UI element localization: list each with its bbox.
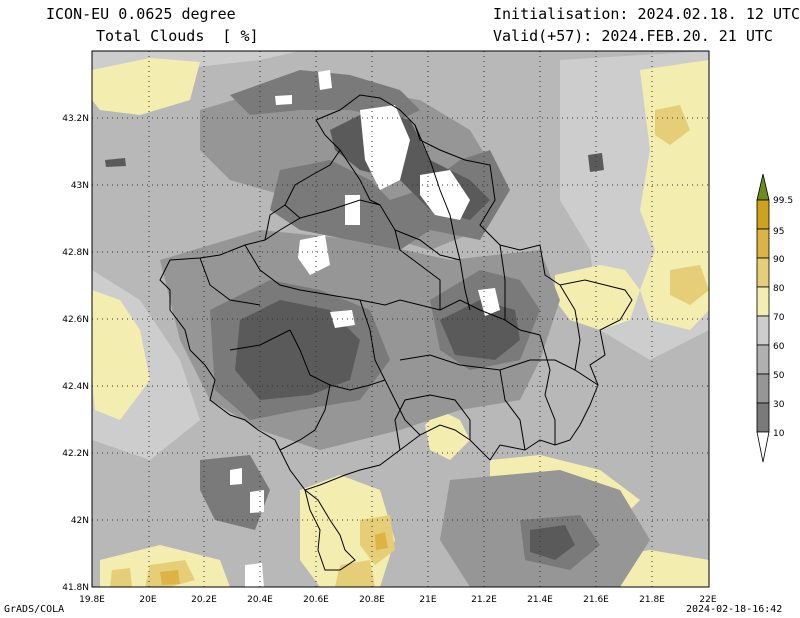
cloud-field (92, 51, 709, 587)
colorbar-swatch (756, 286, 770, 317)
generation-timestamp: 2024-02-18-16:42 (686, 604, 783, 615)
colorbar-label: 95 (773, 227, 784, 237)
district-border (279, 384, 331, 451)
cloud-area (655, 105, 690, 145)
colorbar-label: 50 (773, 371, 785, 381)
field-title: Total Clouds [ %] (96, 27, 259, 45)
district-border (459, 259, 471, 311)
district-border (559, 284, 581, 371)
outer-border (159, 94, 633, 571)
software-credit: GrADS/COLA (4, 604, 65, 615)
cloud-area (420, 170, 470, 220)
cloud-area (105, 158, 126, 167)
cloud-area (250, 490, 264, 513)
colorbar-swatch (756, 373, 770, 404)
cloud-area (275, 95, 292, 105)
district-border (394, 229, 441, 310)
cloud-area (298, 235, 330, 275)
district-border (339, 149, 381, 206)
cloud-area (92, 290, 150, 420)
lat-tick-label: 41.8N (62, 583, 89, 593)
lon-tick-label: 21.4E (527, 595, 553, 605)
cloud-area (235, 300, 360, 400)
lon-tick-label: 20.4E (247, 595, 273, 605)
colorbar-top-arrow (756, 173, 770, 201)
lon-tick-label: 20.8E (359, 595, 385, 605)
lon-tick-label: 21E (419, 595, 436, 605)
lat-tick-label: 43.2N (62, 114, 89, 124)
colorbar-swatch (756, 344, 770, 375)
cloud-area (230, 468, 242, 485)
district-border (199, 257, 261, 306)
colorbar-swatch (756, 257, 770, 288)
cloud-area (588, 153, 604, 172)
colorbar-label: 30 (773, 400, 785, 410)
latitude-axis: 43.2N 43N 42.8N 42.6N 42.4N 42.2N 42N 41… (62, 114, 89, 593)
longitude-axis: 19.8E 20E 20.2E 20.4E 20.6E 20.8E 21E 21… (79, 595, 717, 605)
lon-tick-label: 20.2E (191, 595, 217, 605)
colorbar-bottom-arrow (756, 431, 770, 463)
valid-time: Valid(+57): 2024.FEB.20. 21 UTC (493, 27, 773, 45)
lon-tick-label: 21.2E (471, 595, 497, 605)
district-border (264, 204, 286, 241)
district-border (229, 329, 291, 351)
lat-tick-label: 42.8N (62, 248, 89, 258)
lon-tick-label: 22E (699, 595, 716, 605)
colorbar-swatch (756, 402, 770, 433)
cloud-area (160, 570, 180, 585)
cloud-area (92, 58, 200, 115)
colorbar-label: 80 (773, 284, 785, 294)
cloud-area (478, 288, 500, 316)
lat-tick-label: 42.6N (62, 315, 89, 325)
initialisation-time: Initialisation: 2024.02.18. 12 UTC (493, 5, 800, 23)
colorbar-label: 10 (773, 429, 785, 439)
cloud-area (318, 70, 332, 90)
cloud-area (670, 265, 709, 305)
colorbar-swatch (756, 199, 770, 230)
colorbar-swatch (756, 228, 770, 259)
cloud-area (530, 525, 575, 560)
district-border (399, 354, 599, 386)
district-border (499, 369, 526, 451)
district-border (244, 244, 541, 336)
cloud-area (425, 410, 470, 460)
lat-tick-label: 43N (71, 181, 89, 191)
district-border (299, 199, 461, 261)
cloud-area (110, 568, 132, 587)
cloud-area (440, 300, 520, 360)
district-border (414, 124, 461, 261)
map-frame (91, 50, 710, 588)
model-title: ICON-EU 0.0625 degree (46, 5, 236, 23)
cloud-area (245, 563, 264, 587)
district-border (394, 394, 471, 451)
district-border (539, 334, 556, 445)
administrative-borders (159, 94, 633, 571)
lon-tick-label: 21.8E (639, 595, 665, 605)
colorbar-label: 60 (773, 342, 785, 352)
colorbar-swatch (756, 315, 770, 346)
lon-tick-label: 20.6E (303, 595, 329, 605)
lon-tick-label: 19.8E (79, 595, 105, 605)
lat-tick-label: 42N (71, 516, 89, 526)
lon-tick-label: 21.6E (583, 595, 609, 605)
lat-tick-label: 42.2N (62, 449, 89, 459)
colorbar-label: 99.5 (773, 196, 793, 206)
cloud-area (345, 195, 360, 225)
colorbar: 99.5 95 90 80 70 60 50 30 10 (756, 173, 793, 463)
cloud-area (375, 532, 388, 550)
lat-tick-label: 42.4N (62, 382, 89, 392)
district-border (499, 244, 506, 320)
lon-tick-label: 20E (139, 595, 156, 605)
colorbar-label: 70 (773, 313, 785, 323)
colorbar-label: 90 (773, 255, 785, 265)
cloud-area (230, 70, 420, 120)
